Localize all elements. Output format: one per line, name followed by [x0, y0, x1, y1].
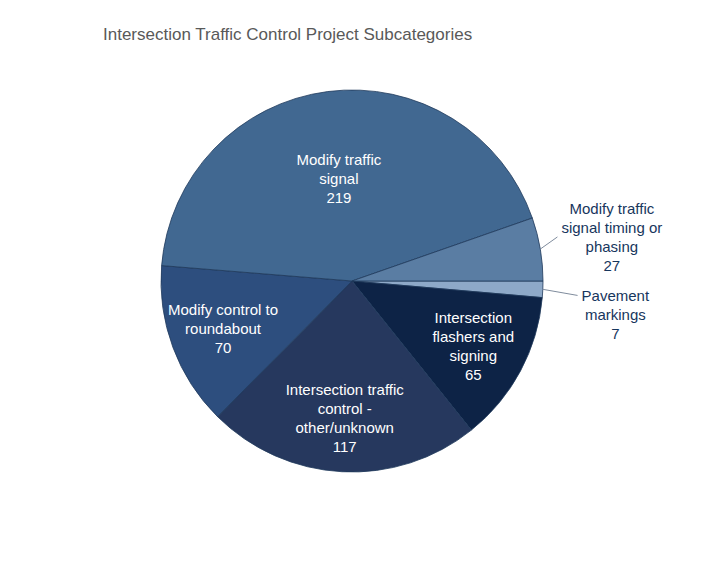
outside-label: Pavement markings 7 [582, 287, 650, 342]
slice [352, 218, 543, 281]
inside-label: Modify traffic signal 219 [297, 151, 382, 206]
outside-label: Modify traffic signal timing or phasing 27 [561, 200, 662, 274]
slice-label: Intersection flashers and signing [432, 309, 514, 364]
inside-label: Intersection traffic control - other/unkno… [286, 381, 405, 455]
slice-label-line: Modify traffic [569, 200, 654, 217]
slice-label-line: roundabout [185, 320, 262, 337]
pie: Intersectionflashers andsigning65Interse… [161, 90, 662, 472]
inside-label: Modify control to roundabout 70 [168, 301, 278, 356]
chart-title: Intersection Traffic Control Project Sub… [103, 25, 472, 44]
labels: Intersectionflashers andsigning65Interse… [168, 151, 662, 455]
slice-label-line: Modify traffic [297, 151, 382, 168]
data-label: 70 [215, 339, 232, 356]
slice-label-line: signal timing or [561, 219, 662, 236]
slice-label: Modify traffic signal [297, 151, 382, 187]
slice-label-line: other/unknown [296, 419, 394, 436]
slice-label-line: flashers and [432, 328, 514, 345]
leader-line [540, 237, 557, 249]
slice-label-line: Intersection [434, 309, 512, 326]
slice-label-line: Pavement [582, 287, 650, 304]
slice-label-line: signing [449, 347, 497, 364]
leader-line [543, 289, 578, 295]
data-label: 65 [465, 366, 482, 383]
data-label: 27 [604, 257, 621, 274]
slice-label: Intersection traffic control - other/unkno… [286, 381, 405, 436]
slice-label: Pavement markings [582, 287, 650, 323]
data-label: 7 [611, 325, 619, 342]
slice-label-line: signal [319, 170, 358, 187]
slice-label-line: Intersection traffic [286, 381, 405, 398]
slice-label-line: control - [318, 400, 372, 417]
slice-label-line: markings [585, 306, 646, 323]
slice-label: Modify traffic signal timing or phasing [561, 200, 662, 255]
inside-label: Intersection flashers and signing 65 [432, 309, 514, 383]
data-label: 219 [326, 189, 351, 206]
slice-label-line: phasing [586, 238, 639, 255]
chart: Intersection Traffic Control Project Sub… [0, 0, 720, 573]
slice-label-line: Modify control to [168, 301, 278, 318]
data-label: 117 [333, 438, 357, 455]
slices [161, 90, 543, 472]
slice-label: Modify control to roundabout [168, 301, 278, 337]
